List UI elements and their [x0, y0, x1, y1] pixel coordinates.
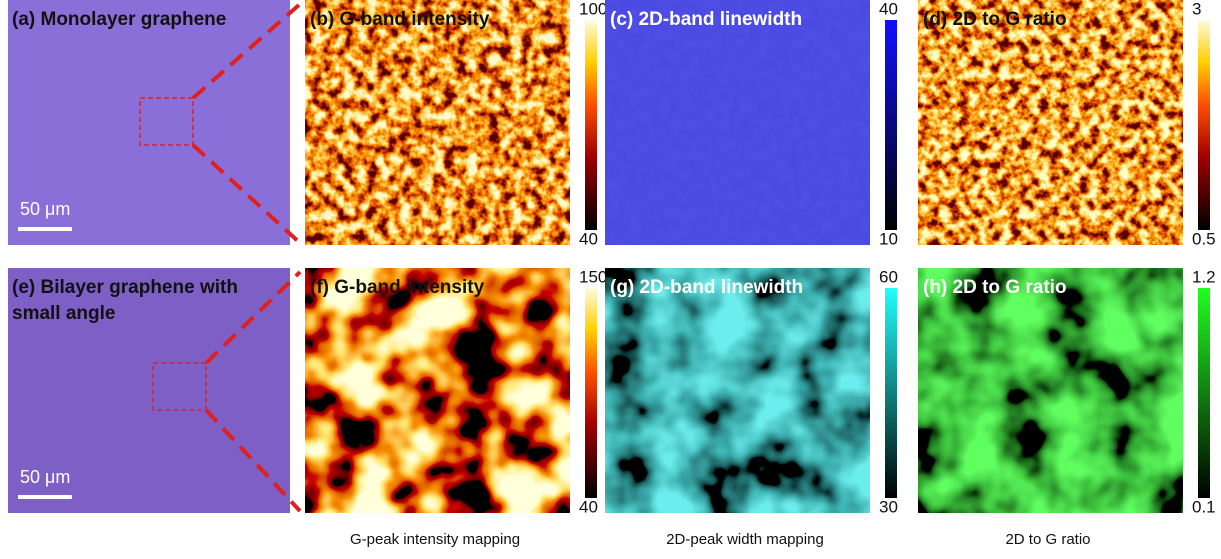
colorbar-min: 30	[879, 497, 898, 516]
figure: (a) Monolayer graphene 50 μm (e) Bilayer g…	[0, 0, 1221, 554]
page: {"panels": [ {"label": ["(a) Monolayer g…	[0, 0, 1221, 559]
raman-map	[605, 0, 870, 245]
scale-bar-label: 50 μm	[20, 467, 70, 487]
panel-label: (c) 2D-band linewidth	[610, 9, 802, 30]
colorbar	[885, 20, 897, 230]
colorbar	[585, 20, 597, 230]
panel-label: (f) G-band intensity	[310, 277, 485, 298]
raman-map	[305, 0, 570, 245]
colorbar-max: 60	[879, 267, 898, 286]
colorbar-max: 150	[579, 267, 607, 286]
colorbar-min: 0.5	[1192, 229, 1216, 248]
colorbar	[885, 288, 897, 498]
colorbar-min: 40	[579, 229, 598, 248]
colorbar	[1198, 20, 1210, 230]
raman-map	[918, 0, 1183, 245]
raman-map	[305, 268, 570, 513]
colorbar	[1198, 288, 1210, 498]
scale-bar-label: 50 μm	[20, 199, 70, 219]
panel-label: (b) G-band intensity	[310, 9, 490, 30]
caption: 2D-peak width mapping	[666, 531, 824, 548]
caption: G-peak intensity mapping	[350, 531, 520, 548]
panel-label: (e) Bilayer graphene with	[12, 277, 238, 298]
colorbar-max: 3	[1192, 0, 1201, 18]
panel-label: (d) 2D to G ratio	[923, 9, 1067, 30]
colorbar-min: 0.1	[1192, 497, 1216, 516]
colorbar-max: 40	[879, 0, 898, 18]
colorbar-max: 1.2	[1192, 267, 1216, 286]
panel-label: small angle	[12, 303, 116, 324]
panel-label: (a) Monolayer graphene	[12, 9, 226, 30]
raman-map	[918, 268, 1183, 513]
colorbar-min: 40	[579, 497, 598, 516]
colorbar	[585, 288, 597, 498]
caption: 2D to G ratio	[1005, 531, 1090, 548]
panel-label: (h) 2D to G ratio	[923, 277, 1067, 298]
colorbar-min: 10	[879, 229, 898, 248]
panel-label: (g) 2D-band linewidth	[610, 277, 803, 298]
raman-map	[605, 268, 870, 513]
colorbar-max: 100	[579, 0, 607, 18]
